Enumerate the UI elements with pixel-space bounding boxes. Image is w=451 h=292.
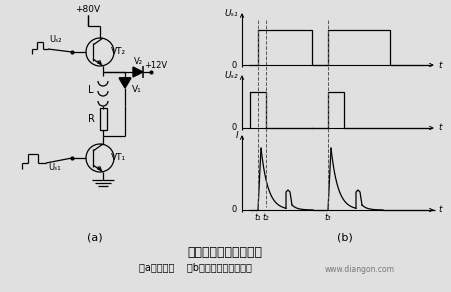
Polygon shape	[119, 78, 131, 88]
Text: 高低压切换型驱动线路: 高低压切换型驱动线路	[188, 246, 262, 258]
Text: +12V: +12V	[144, 62, 168, 70]
Text: t₃: t₃	[325, 213, 331, 223]
Text: t: t	[438, 206, 442, 215]
Polygon shape	[133, 67, 143, 77]
Text: (b): (b)	[337, 233, 353, 243]
Text: Uₛ₂: Uₛ₂	[225, 72, 238, 81]
Text: I: I	[235, 131, 238, 140]
Text: L: L	[88, 85, 94, 95]
Text: t: t	[438, 124, 442, 133]
Text: (a): (a)	[87, 233, 103, 243]
Text: VT₂: VT₂	[110, 48, 125, 56]
Text: VT₁: VT₁	[110, 154, 125, 163]
Text: V₁: V₁	[132, 86, 142, 95]
Text: t₂: t₂	[262, 213, 269, 223]
Text: 0: 0	[232, 124, 237, 133]
Text: t: t	[438, 60, 442, 69]
Text: +80V: +80V	[75, 6, 101, 15]
Bar	[100, 108, 106, 130]
Text: （a）原理图    （b）电压、电流波形图: （a）原理图 （b）电压、电流波形图	[138, 262, 252, 272]
Text: www.diangon.com: www.diangon.com	[325, 265, 395, 274]
Text: 0: 0	[232, 60, 237, 69]
Text: Uₛ₁: Uₛ₁	[49, 164, 61, 173]
Text: Uₛ₂: Uₛ₂	[49, 34, 61, 44]
Text: Uₛ₁: Uₛ₁	[225, 10, 238, 18]
Text: 0: 0	[232, 206, 237, 215]
Text: R: R	[87, 114, 94, 124]
Text: V₂: V₂	[133, 58, 143, 67]
Text: t₁: t₁	[255, 213, 261, 223]
